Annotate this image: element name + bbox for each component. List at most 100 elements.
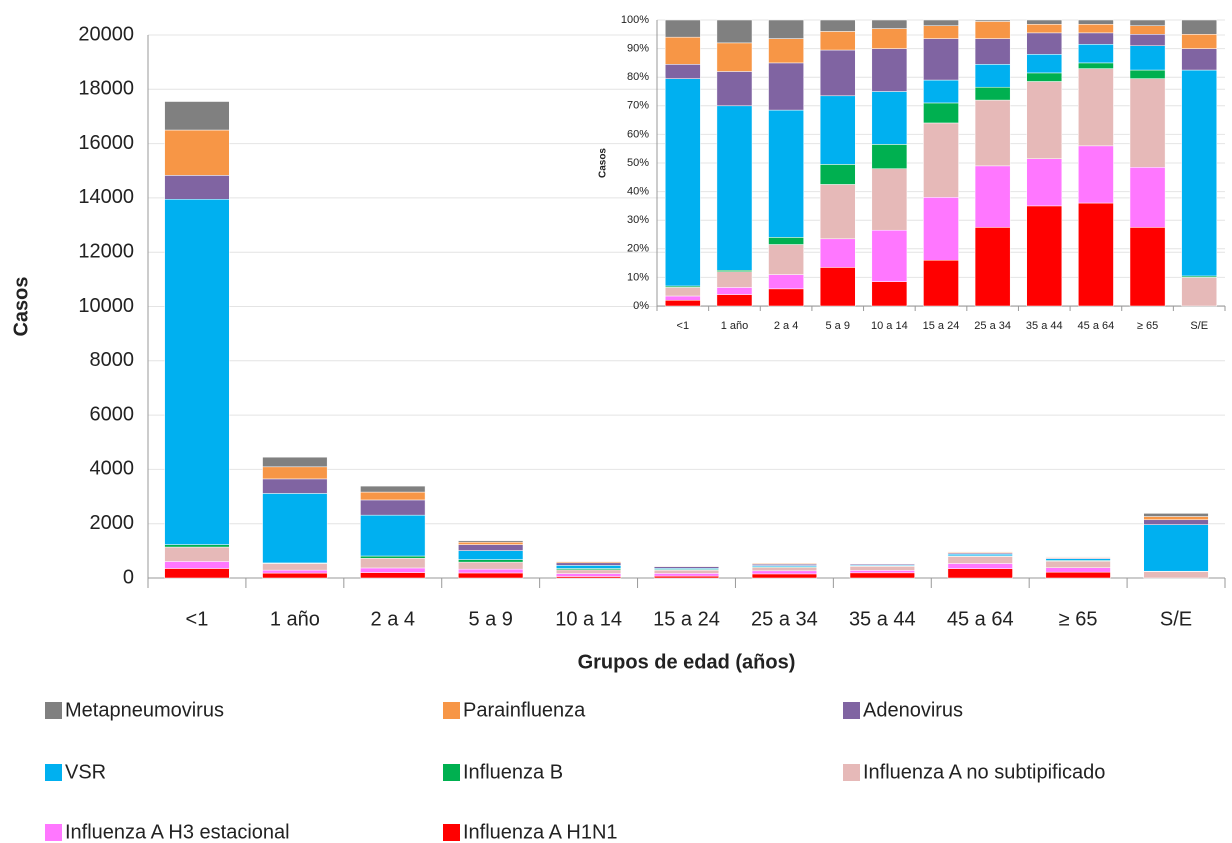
bar-segment	[360, 555, 426, 559]
bar-segment	[164, 561, 230, 569]
bar-segment	[871, 91, 908, 145]
x-tick-label: 5 a 9	[825, 320, 849, 332]
bar-segment	[164, 546, 230, 562]
x-tick-label: <1	[186, 608, 209, 630]
x-tick-label: 35 a 44	[849, 608, 916, 630]
x-tick-label: S/E	[1160, 608, 1192, 630]
bar-segment	[458, 561, 524, 570]
x-tick-label: 10 a 14	[555, 608, 622, 630]
y-tick-label: 18000	[78, 78, 134, 100]
bar-segment	[751, 567, 817, 572]
bar-segment	[164, 568, 230, 579]
bar-segment	[1078, 202, 1114, 307]
legend-swatch	[45, 764, 62, 781]
bar-segment	[871, 144, 908, 169]
bar-segment	[923, 122, 959, 198]
bar-segment	[716, 19, 753, 44]
bar-segment	[1181, 69, 1217, 277]
bar-segment	[751, 570, 817, 575]
x-tick-label: 1 año	[270, 608, 320, 630]
bar-segment	[871, 19, 908, 29]
bar-segment	[360, 567, 426, 573]
legend-swatch	[443, 824, 460, 841]
bar-segment	[458, 572, 524, 579]
bar-segment	[1129, 19, 1166, 26]
bar-segment	[849, 572, 915, 579]
bar-segment	[665, 36, 701, 65]
bar-segment	[1143, 516, 1209, 521]
bar-segment	[1026, 81, 1063, 159]
bar-segment	[1078, 19, 1114, 25]
y-tick-label: 10%	[627, 271, 649, 283]
bar-segment	[716, 42, 753, 72]
x-tick-label: ≥ 65	[1059, 608, 1098, 630]
bar-segment	[164, 544, 230, 548]
x-tick-label: 25 a 34	[974, 320, 1011, 332]
bar-segment	[556, 573, 622, 577]
x-tick-label: 25 a 34	[751, 608, 818, 630]
y-axis-label: Casos	[598, 148, 609, 178]
bar-segment	[947, 568, 1013, 579]
bar-segment	[262, 478, 328, 494]
bar-segment	[665, 78, 701, 287]
bar-segment	[1078, 24, 1114, 34]
bar-segment	[974, 21, 1011, 39]
y-tick-label: 2000	[90, 512, 135, 534]
bar-segment	[1143, 571, 1209, 579]
bar-segment	[1045, 571, 1111, 579]
y-tick-label: 14000	[78, 186, 134, 208]
y-tick-label: 0	[123, 566, 134, 588]
bar-segment	[974, 165, 1011, 228]
legend-label: Parainfluenza	[463, 699, 586, 721]
bar-segment	[871, 168, 908, 231]
bar-segment	[262, 466, 328, 480]
bar-segment	[164, 199, 230, 545]
bar-segment	[768, 109, 804, 238]
bar-segment	[974, 99, 1011, 167]
bar-segment	[819, 184, 856, 240]
y-tick-label: 30%	[627, 214, 649, 226]
bar-segment	[819, 95, 856, 165]
bar-segment	[164, 101, 230, 131]
x-tick-label: 15 a 24	[653, 608, 720, 630]
x-tick-label: ≥ 65	[1137, 320, 1158, 332]
bar-segment	[716, 71, 753, 107]
legend-label: Influenza B	[463, 761, 563, 783]
bar-segment	[819, 49, 856, 97]
bar-segment	[923, 79, 959, 104]
y-tick-label: 90%	[627, 43, 649, 55]
bar-segment	[1078, 32, 1114, 45]
bar-segment	[1129, 45, 1166, 71]
x-tick-label: 10 a 14	[871, 320, 908, 332]
bar-segment	[1129, 78, 1166, 168]
bar-segment	[1129, 34, 1166, 46]
legend-swatch	[843, 764, 860, 781]
legend-label: Adenovirus	[863, 699, 963, 721]
bar-segment	[262, 456, 328, 468]
bar-segment	[1026, 205, 1063, 307]
y-tick-label: 8000	[90, 349, 135, 371]
bar-segment	[974, 64, 1011, 88]
x-tick-label: 45 a 64	[1078, 320, 1115, 332]
bar-segment	[262, 569, 328, 574]
bar-segment	[360, 514, 426, 557]
bar-segment	[262, 572, 328, 579]
x-tick-label: S/E	[1190, 320, 1208, 332]
x-tick-label: 5 a 9	[468, 608, 512, 630]
bar-segment	[849, 570, 915, 574]
bar-segment	[871, 28, 908, 49]
bar-segment	[1181, 48, 1217, 71]
bar-segment	[1143, 519, 1209, 525]
legend-label: Influenza A H3 estacional	[65, 821, 290, 843]
bar-segment	[768, 244, 804, 275]
bar-segment	[262, 493, 328, 564]
bar-segment	[164, 129, 230, 176]
bar-segment	[665, 300, 701, 307]
bar-segment	[1129, 227, 1166, 307]
y-tick-label: 6000	[90, 403, 135, 425]
bar-segment	[665, 287, 701, 297]
x-tick-label: 1 año	[721, 320, 749, 332]
bar-segment	[923, 197, 959, 261]
bar-segment	[768, 19, 804, 39]
bar-segment	[849, 566, 915, 571]
